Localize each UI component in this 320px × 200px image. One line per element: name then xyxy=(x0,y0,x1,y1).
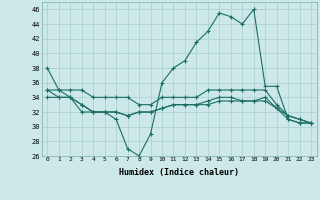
X-axis label: Humidex (Indice chaleur): Humidex (Indice chaleur) xyxy=(119,168,239,177)
